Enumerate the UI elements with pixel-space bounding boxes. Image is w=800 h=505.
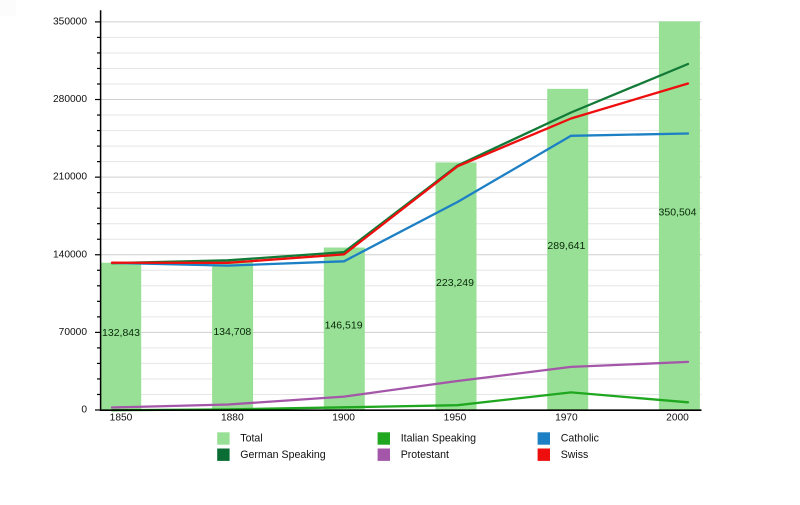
svg-text:350000: 350000 [53,16,87,27]
svg-text:134,708: 134,708 [213,326,251,338]
svg-text:210000: 210000 [53,172,87,183]
svg-text:70000: 70000 [59,327,88,338]
svg-text:Swiss: Swiss [561,449,589,461]
svg-text:1880: 1880 [221,412,244,423]
svg-text:140000: 140000 [53,249,87,260]
svg-text:223,249: 223,249 [436,277,474,289]
svg-text:1900: 1900 [332,412,355,423]
svg-text:1950: 1950 [444,412,467,423]
svg-text:0: 0 [81,405,87,416]
svg-text:1850: 1850 [110,412,133,423]
svg-text:German Speaking: German Speaking [240,449,325,461]
svg-text:Protestant: Protestant [401,449,449,461]
svg-text:280000: 280000 [53,94,87,105]
svg-text:Catholic: Catholic [561,433,600,445]
svg-text:350,504: 350,504 [659,206,697,218]
svg-text:Italian Speaking: Italian Speaking [401,433,476,445]
svg-text:2000: 2000 [666,412,689,423]
svg-text:Total: Total [240,433,262,445]
svg-text:146,519: 146,519 [325,319,363,331]
svg-text:1970: 1970 [555,412,578,423]
svg-text:289,641: 289,641 [547,240,585,252]
svg-text:132,843: 132,843 [102,327,140,339]
